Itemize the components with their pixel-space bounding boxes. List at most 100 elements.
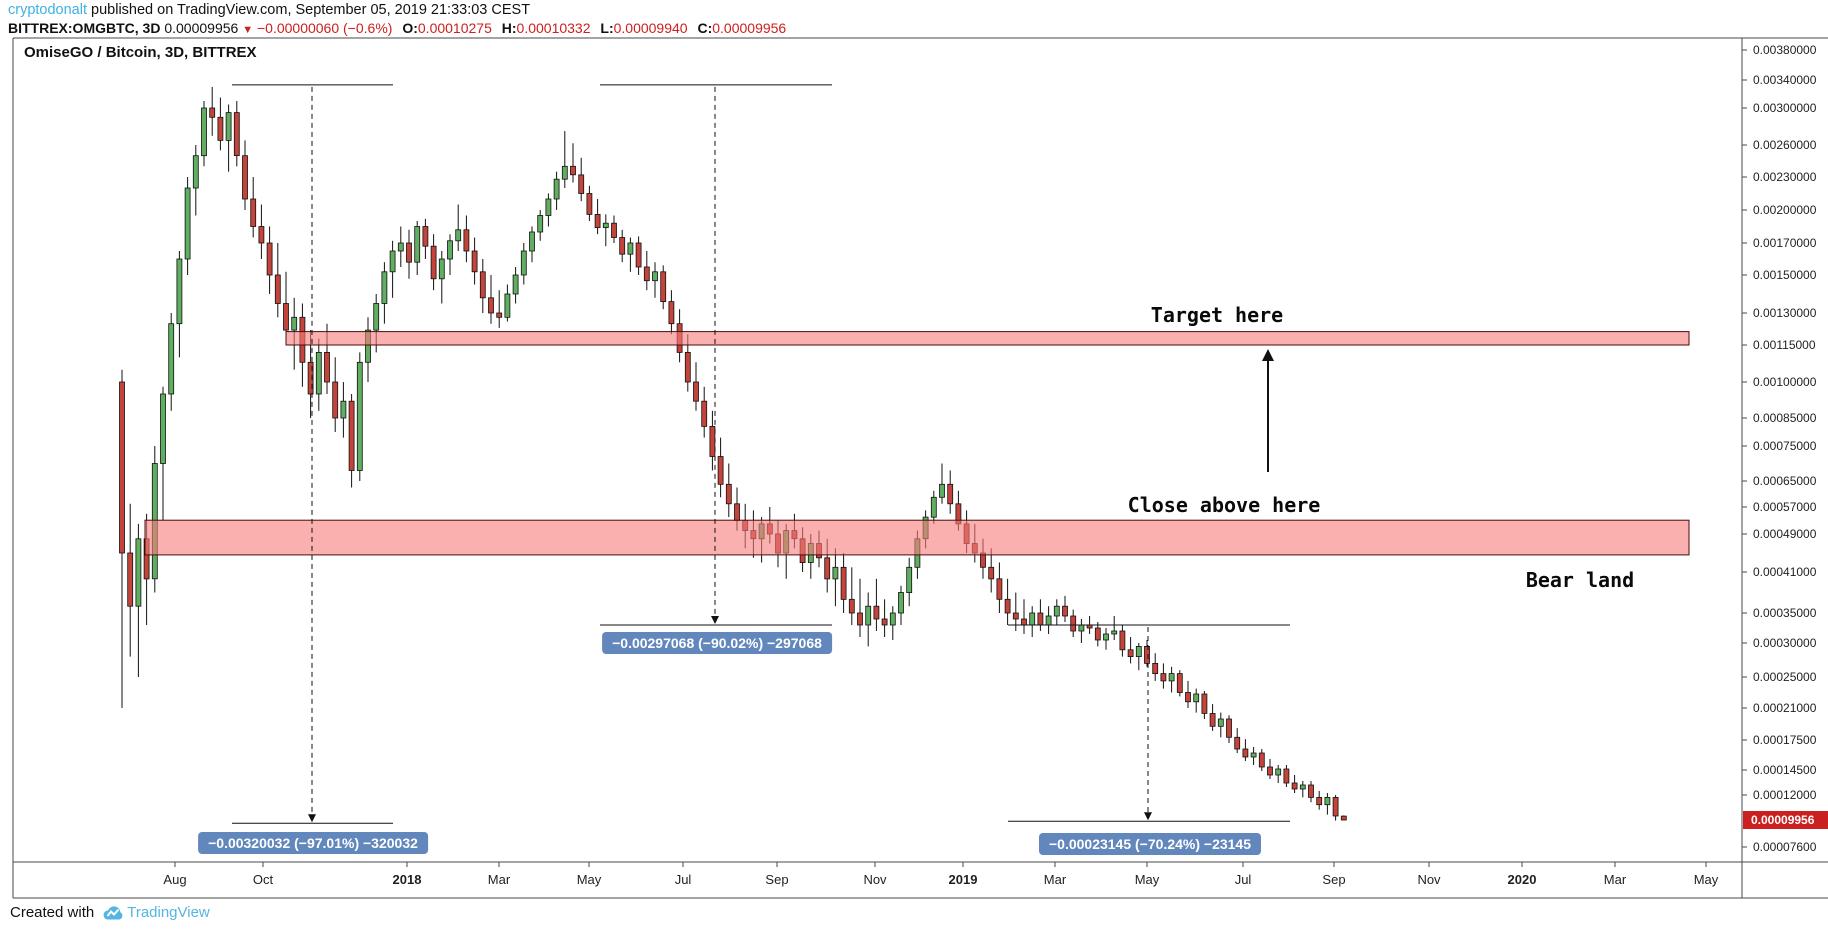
- candle-body: [1332, 797, 1339, 817]
- candle-body: [734, 503, 740, 521]
- candle-body: [1053, 605, 1060, 617]
- candle-body: [242, 155, 248, 200]
- candle-body: [1217, 718, 1224, 727]
- close-label: C:: [697, 20, 713, 36]
- x-axis-label: May: [1134, 872, 1160, 887]
- tradingview-brand-link[interactable]: TradingView: [127, 904, 210, 921]
- candle-body: [201, 107, 207, 157]
- candle-body: [1062, 605, 1068, 617]
- x-axis-label: Nov: [863, 872, 887, 887]
- candle-body: [119, 381, 125, 554]
- candle-body: [332, 381, 339, 419]
- callout-close-above-here[interactable]: Close above here: [1127, 493, 1321, 517]
- candle-body: [217, 116, 224, 141]
- y-axis-label: 0.00007600: [1753, 840, 1817, 854]
- y-axis-label: 0.00150000: [1753, 268, 1817, 282]
- candle-body: [857, 612, 863, 626]
- y-axis-label: 0.00057000: [1753, 500, 1817, 514]
- y-axis-label: 0.00075000: [1753, 439, 1817, 453]
- candle-body: [840, 566, 847, 600]
- candle-body: [1185, 692, 1191, 703]
- author-link[interactable]: cryptodonalt: [8, 2, 87, 18]
- callout-target-here[interactable]: Target here: [1150, 303, 1284, 327]
- candle-body: [570, 165, 576, 176]
- x-axis-label: 2020: [1507, 872, 1537, 887]
- arrow-down-icon: [711, 616, 719, 624]
- candle-body: [1078, 624, 1085, 632]
- last-price: 0.00009956: [164, 20, 239, 36]
- candle-body: [668, 301, 675, 325]
- candles-layer: [119, 87, 1347, 821]
- candle-body: [225, 112, 232, 141]
- candle-body: [865, 605, 872, 626]
- candle-body: [1021, 618, 1027, 626]
- candle-body: [619, 237, 626, 255]
- candle-body: [1029, 612, 1036, 626]
- candle-body: [537, 215, 544, 233]
- ticker-bar: BITTREX:OMGBTC, 3D 0.00009956 ▼ −0.00000…: [8, 20, 786, 36]
- candle-body: [1340, 815, 1347, 821]
- candle-body: [561, 165, 568, 180]
- y-axis-label: 0.00017500: [1753, 733, 1817, 747]
- candle-body: [1267, 766, 1273, 776]
- tradingview-logo-icon[interactable]: [101, 903, 125, 922]
- y-axis-label: 0.00035000: [1753, 606, 1817, 620]
- candle-body: [717, 456, 724, 485]
- candle-body: [1316, 797, 1323, 806]
- candle-body: [898, 592, 904, 614]
- candle-body: [602, 222, 609, 228]
- target-zone[interactable]: [285, 331, 1690, 346]
- candle-body: [1209, 713, 1216, 727]
- candle-body: [324, 351, 330, 383]
- attribution-footer: Created with TradingView: [10, 903, 210, 922]
- candle-body: [356, 361, 363, 471]
- candle-body: [479, 271, 486, 299]
- candle-body: [1127, 649, 1134, 657]
- measure-badge[interactable]: −0.00023145 (−70.24%) −23145: [1038, 833, 1262, 855]
- support-zone[interactable]: [144, 519, 1690, 556]
- candle-body: [652, 271, 658, 282]
- candle-body: [1070, 615, 1077, 632]
- open-value: 0.00010275: [417, 20, 492, 36]
- y-axis-label: 0.00041000: [1753, 565, 1817, 579]
- candle-body: [1012, 612, 1019, 620]
- y-axis-label: 0.00014500: [1753, 763, 1817, 777]
- candle-body: [824, 557, 831, 580]
- candle-body: [693, 381, 699, 402]
- candle-body: [1168, 673, 1175, 682]
- candle-body: [307, 361, 314, 395]
- arrow-down-icon: [1144, 812, 1152, 821]
- y-axis-label: 0.00230000: [1753, 170, 1817, 184]
- y-axis-label: 0.00340000: [1753, 73, 1817, 87]
- y-axis-label: 0.00049000: [1753, 527, 1817, 541]
- candle-body: [438, 258, 445, 280]
- x-axis-label: Mar: [1043, 872, 1067, 887]
- candle-body: [832, 566, 839, 580]
- candle-body: [496, 312, 503, 318]
- candle-body: [1258, 752, 1265, 768]
- candle-body: [1144, 646, 1150, 664]
- candle-body: [447, 240, 453, 260]
- chart-legend-title[interactable]: OmiseGO / Bitcoin, 3D, BITTREX: [24, 44, 257, 61]
- measure-badge[interactable]: −0.00297068 (−90.02%) −297068: [602, 632, 832, 654]
- x-axis-label: Oct: [252, 872, 274, 887]
- x-axis-label: May: [1693, 872, 1719, 887]
- byline: cryptodonalt published on TradingView.co…: [8, 2, 530, 18]
- candle-body: [1201, 693, 1208, 714]
- y-axis-label: 0.00300000: [1753, 101, 1817, 115]
- callout-bear-land[interactable]: Bear land: [1525, 568, 1635, 592]
- candle-body: [1193, 693, 1200, 703]
- y-axis-label: 0.00260000: [1753, 138, 1817, 152]
- candle-body: [660, 271, 667, 302]
- candle-body: [315, 351, 322, 395]
- candle-body: [1111, 630, 1118, 635]
- candle-body: [1234, 736, 1241, 750]
- candle-body: [176, 258, 183, 325]
- up-arrow[interactable]: [1262, 349, 1274, 472]
- candle-body: [406, 242, 412, 263]
- measure-tools-layer: [232, 84, 1290, 824]
- measure-badge[interactable]: −0.00320032 (−97.01%) −320032: [198, 832, 428, 854]
- candle-body: [1135, 646, 1142, 658]
- candle-body: [397, 242, 404, 252]
